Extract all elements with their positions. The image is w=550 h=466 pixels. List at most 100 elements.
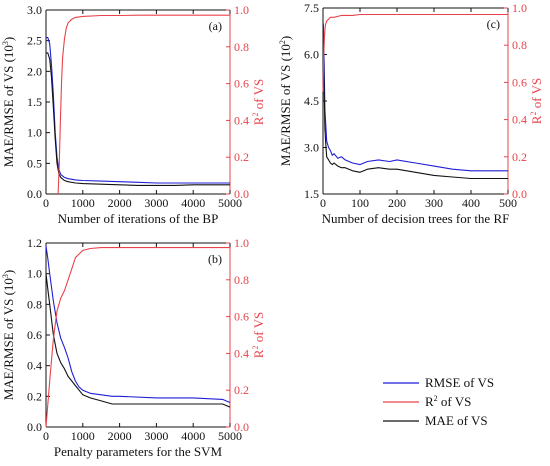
chart-panel-c: 0 100 200 300 400 500 1.5 3.0 4.5 6.0 7.5 0.0 0.2 0.4… [278,1,544,226]
legend: RMSE of VS R2 of VS MAE of VS [383,375,494,428]
legend-label-r2-superscript: 2 [434,394,438,403]
legend-label-mae: MAE of VS [425,413,488,428]
y-left-tick-label: 1.0 [27,126,42,140]
chart-panel-b: 0 1000 2000 3000 4000 50000.00.20.40.60.81.01… [1,236,266,459]
y-left-axis-title: MAE/RMSE of VS (103) [1,270,16,401]
y-left-tick-label: 0.8 [27,297,42,311]
panel-label: (c) [487,17,500,31]
y-left-tick-label: 0.0 [27,420,42,434]
legend-label-mae-text: MAE of VS [425,413,488,428]
panel-label: (a) [209,19,222,33]
x-tick-label: 3000 [144,196,168,210]
x-tick-label: 0 [320,196,326,210]
legend-label-r2-tail: of VS [438,394,472,409]
y-left-axis-title-superscript: 3 [1,41,10,45]
series-line-r2 [57,14,230,195]
x-axis-title: Number of iterations of the BP [58,211,219,226]
y-left-axis-title: MAE/RMSE of VS (102) [278,36,293,167]
y-right-axis-title: R2 of VS [529,78,544,124]
y-left-axis-title-superscript: 2 [278,40,287,44]
y-right-tick-label: 0.8 [234,40,249,54]
y-right-tick-label: 0.0 [512,187,527,201]
y-right-tick-label: 0.2 [234,383,249,397]
y-right-axis-title-tail: of VS [251,312,266,346]
y-left-tick-label: 6.0 [304,48,319,62]
y-right-axis-title-text: R [251,349,266,358]
y-right-tick-label: 0.2 [512,150,527,164]
x-tick-label: 4000 [181,429,205,443]
y-right-tick-label: 0.6 [234,310,249,324]
y-left-tick-label: 0.2 [27,389,42,403]
y-left-tick-label: 1.0 [27,267,42,281]
y-left-axis-title-tail: ) [1,37,16,41]
x-tick-label: 2000 [108,429,132,443]
y-right-axis-title-superscript: 2 [251,113,260,117]
series-line-r2 [45,247,230,428]
y-left-tick-label: 1.5 [27,95,42,109]
y-left-tick-label: 0.5 [27,156,42,170]
y-right-tick-label: 0.2 [234,150,249,164]
x-tick-label: 2000 [108,196,132,210]
y-right-axis-title-text: R [251,116,266,125]
y-right-tick-label: 0.4 [512,113,527,127]
series-line-mae [322,54,508,180]
y-right-axis-title-superscript: 2 [529,112,538,116]
x-tick-label: 0 [43,196,49,210]
y-left-axis-title-text: MAE/RMSE of VS (10 [1,45,16,167]
legend-label-r2-text: R [425,394,434,409]
x-axis-title: Number of decision trees for the RF [322,211,510,226]
y-right-axis-title-text: R [529,115,544,124]
series-line-mae [46,52,230,186]
y-left-tick-label: 3.0 [304,141,319,155]
x-tick-label: 5000 [218,196,242,210]
x-tick-label: 5000 [218,429,242,443]
y-right-tick-label: 0.6 [234,77,249,91]
panel-label: (b) [208,252,222,266]
series-line-r2 [322,13,508,92]
y-right-axis-title: R2 of VS [251,79,266,125]
legend-label-r2: R2 of VS [425,394,471,409]
y-left-tick-label: 2.0 [27,64,42,78]
y-left-tick-label: 3.0 [27,3,42,17]
y-left-axis-title-text: MAE/RMSE of VS (10 [1,278,16,400]
y-right-axis-title-tail: of VS [529,78,544,112]
y-left-axis-title-superscript: 3 [1,274,10,278]
y-right-tick-label: 1.0 [512,1,527,15]
series-line-rmse [322,23,508,172]
x-tick-label: 400 [462,196,480,210]
y-right-tick-label: 0.0 [234,187,249,201]
y-right-tick-label: 1.0 [234,236,249,250]
y-left-axis-title-text: MAE/RMSE of VS (10 [278,44,293,166]
x-tick-label: 200 [388,196,406,210]
x-tick-label: 0 [43,429,49,443]
y-right-tick-label: 0.0 [234,420,249,434]
y-left-tick-label: 4.5 [304,94,319,108]
y-left-tick-label: 1.2 [27,236,42,250]
y-right-tick-label: 0.4 [234,113,249,127]
y-left-tick-label: 7.5 [304,1,319,15]
series-line-rmse [46,37,230,184]
x-tick-label: 100 [351,196,369,210]
y-left-tick-label: 0.6 [27,328,42,342]
chart-panel-a: 0 1000 2000 3000 4000 50000.00.51.01.52.02.53… [1,3,266,226]
y-right-tick-label: 0.4 [234,346,249,360]
y-right-tick-label: 0.6 [512,75,527,89]
x-tick-label: 300 [425,196,443,210]
y-left-axis-title-tail: ) [278,36,293,40]
y-right-axis-title: R2 of VS [251,312,266,358]
x-tick-label: 4000 [181,196,205,210]
y-left-axis-title-tail: ) [1,270,16,274]
y-left-tick-label: 2.5 [27,34,42,48]
y-right-tick-label: 0.8 [512,38,527,52]
y-left-tick-label: 1.5 [304,187,319,201]
y-left-tick-label: 0.4 [27,359,42,373]
x-tick-label: 1000 [71,429,95,443]
y-right-axis-title-superscript: 2 [251,346,260,350]
x-tick-label: 3000 [144,429,168,443]
legend-label-rmse-text: RMSE of VS [425,375,494,390]
x-tick-label: 500 [499,196,517,210]
y-right-tick-label: 0.8 [234,273,249,287]
legend-label-rmse: RMSE of VS [425,375,494,390]
y-right-axis-title-tail: of VS [251,79,266,113]
